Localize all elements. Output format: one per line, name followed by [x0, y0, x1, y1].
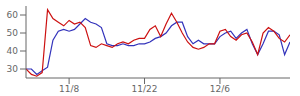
svg-text:11/8: 11/8 [59, 84, 79, 94]
svg-text:60: 60 [8, 10, 18, 20]
svg-text:50: 50 [8, 28, 18, 38]
svg-text:12/6: 12/6 [210, 84, 230, 94]
svg-text:30: 30 [8, 64, 18, 74]
svg-text:11/22: 11/22 [132, 84, 158, 94]
svg-text:40: 40 [8, 46, 18, 56]
